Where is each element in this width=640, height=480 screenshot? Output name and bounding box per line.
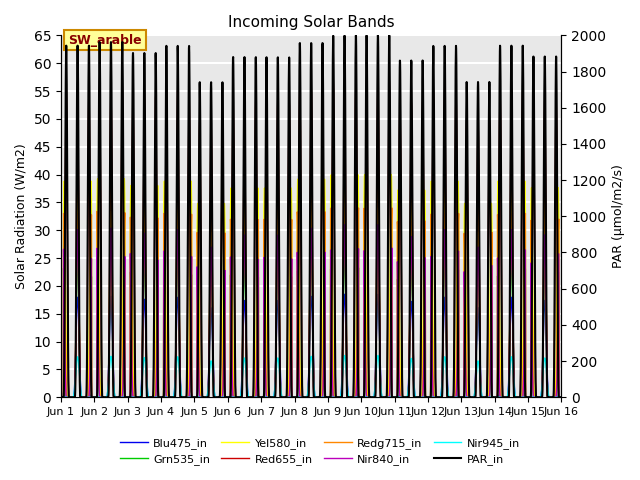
- Grn535_in: [249, 395, 257, 400]
- Red655_in: [494, 381, 502, 387]
- Nir945_in: [57, 395, 65, 400]
- Legend: Blu475_in, Grn535_in, Yel580_in, Red655_in, Redg715_in, Nir840_in, Nir945_in, PA: Blu475_in, Grn535_in, Yel580_in, Red655_…: [115, 433, 525, 469]
- Y-axis label: Solar Radiation (W/m2): Solar Radiation (W/m2): [15, 144, 28, 289]
- PAR_in: [144, 395, 152, 400]
- Line: Grn535_in: Grn535_in: [61, 247, 561, 397]
- Grn535_in: [144, 394, 152, 400]
- Nir840_in: [144, 394, 152, 400]
- Yel580_in: [249, 395, 257, 400]
- Grn535_in: [374, 244, 381, 250]
- Nir840_in: [249, 395, 257, 400]
- Line: Nir945_in: Nir945_in: [61, 356, 561, 397]
- Nir945_in: [144, 390, 152, 396]
- Redg715_in: [388, 205, 396, 211]
- Blu475_in: [494, 394, 502, 399]
- Yel580_in: [387, 172, 395, 178]
- Redg715_in: [144, 395, 152, 400]
- Red655_in: [548, 395, 556, 400]
- Red655_in: [249, 395, 257, 400]
- Nir840_in: [494, 279, 502, 285]
- Line: Blu475_in: Blu475_in: [61, 294, 561, 397]
- Nir945_in: [271, 389, 278, 395]
- Blu475_in: [271, 389, 278, 395]
- Nir945_in: [557, 395, 565, 400]
- Redg715_in: [249, 395, 257, 400]
- PAR_in: [548, 395, 556, 400]
- Line: Red655_in: Red655_in: [61, 80, 561, 397]
- Nir840_in: [374, 222, 381, 228]
- Grn535_in: [271, 394, 278, 399]
- Text: SW_arable: SW_arable: [68, 34, 142, 47]
- Red655_in: [557, 395, 565, 400]
- Nir945_in: [114, 395, 122, 400]
- Redg715_in: [557, 395, 565, 400]
- Yel580_in: [494, 180, 502, 186]
- Redg715_in: [114, 395, 122, 400]
- Nir840_in: [57, 395, 65, 400]
- Grn535_in: [548, 395, 556, 400]
- Redg715_in: [271, 394, 278, 400]
- Yel580_in: [548, 395, 556, 400]
- Line: Redg715_in: Redg715_in: [61, 208, 561, 397]
- Line: PAR_in: PAR_in: [61, 36, 561, 397]
- Red655_in: [271, 395, 278, 400]
- PAR_in: [271, 395, 278, 400]
- Y-axis label: PAR (μmol/m2/s): PAR (μmol/m2/s): [612, 164, 625, 268]
- Redg715_in: [548, 395, 556, 400]
- PAR_in: [114, 395, 122, 400]
- Blu475_in: [374, 291, 381, 297]
- Grn535_in: [557, 395, 565, 400]
- Nir840_in: [557, 395, 565, 400]
- Blu475_in: [114, 395, 122, 400]
- Blu475_in: [144, 390, 152, 396]
- Yel580_in: [57, 395, 65, 400]
- Nir840_in: [114, 395, 122, 400]
- PAR_in: [385, 33, 393, 38]
- PAR_in: [249, 395, 257, 400]
- Grn535_in: [57, 395, 65, 400]
- Redg715_in: [494, 223, 502, 229]
- Title: Incoming Solar Bands: Incoming Solar Bands: [228, 15, 394, 30]
- Red655_in: [385, 77, 393, 83]
- PAR_in: [557, 395, 565, 400]
- Nir945_in: [249, 395, 257, 400]
- Yel580_in: [144, 395, 152, 400]
- Line: Nir840_in: Nir840_in: [61, 225, 561, 397]
- Grn535_in: [114, 395, 122, 400]
- Red655_in: [57, 395, 65, 400]
- Grn535_in: [494, 294, 502, 300]
- Redg715_in: [57, 395, 65, 400]
- Line: Yel580_in: Yel580_in: [61, 175, 561, 397]
- Nir840_in: [548, 395, 556, 400]
- Blu475_in: [249, 395, 257, 400]
- Nir945_in: [548, 395, 556, 400]
- Yel580_in: [271, 395, 278, 400]
- Yel580_in: [557, 395, 565, 400]
- Nir840_in: [271, 394, 278, 399]
- Blu475_in: [548, 395, 556, 400]
- Red655_in: [144, 395, 152, 400]
- Yel580_in: [114, 395, 122, 400]
- Nir945_in: [374, 353, 381, 359]
- Blu475_in: [557, 395, 565, 400]
- Red655_in: [114, 395, 122, 400]
- PAR_in: [57, 395, 65, 400]
- Nir945_in: [494, 395, 502, 400]
- PAR_in: [494, 379, 502, 385]
- Blu475_in: [57, 395, 65, 400]
